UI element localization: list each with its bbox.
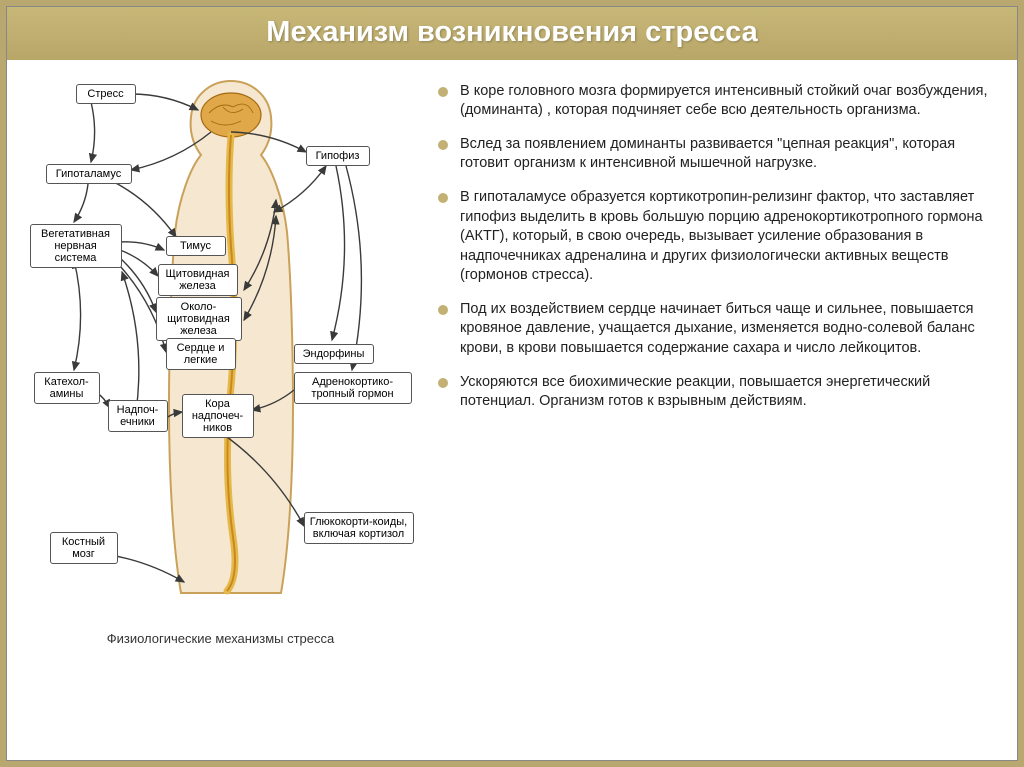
arrow-1 [91, 102, 95, 162]
bullet-dot [438, 87, 448, 97]
bullet-dot [438, 305, 448, 315]
node-adrenals: Надпоч-ечники [108, 400, 168, 432]
arrow-8 [120, 242, 164, 250]
bullet-item: Ускоряются все биохимические реакции, по… [438, 373, 999, 412]
node-hypothalamus: Гипоталамус [46, 164, 132, 184]
diagram: Стресс Гипоталамус Гипофиз Вегетативная нер… [16, 72, 426, 627]
arrow-17 [220, 432, 304, 526]
arrow-13 [346, 166, 361, 370]
arrow-4 [74, 184, 88, 222]
bullet-dot [438, 378, 448, 388]
bullet-item: В коре головного мозга формируется интен… [438, 82, 999, 121]
arrow-3 [231, 132, 306, 152]
arrow-5 [114, 182, 176, 237]
bullet-text: В гипоталамусе образуется кортикотропин-… [460, 188, 999, 286]
brain-detail [209, 104, 253, 125]
page-title: Механизм возникновения стресса [15, 15, 1009, 50]
arrow-20 [244, 200, 276, 290]
brain-shape [201, 93, 261, 137]
content-area: Стресс Гипоталамус Гипофиз Вегетативная нер… [7, 60, 1017, 760]
arrow-12 [332, 166, 345, 340]
arrow-15 [166, 412, 182, 418]
bullet-dot [438, 140, 448, 150]
node-stress: Стресс [76, 84, 136, 104]
bullet-text: В коре головного мозга формируется интен… [460, 82, 999, 121]
bullet-dot [438, 193, 448, 203]
node-pituitary: Гипофиз [306, 146, 370, 166]
diagram-column: Стресс Гипоталамус Гипофиз Вегетативная нер… [13, 72, 428, 748]
node-thymus: Тимус [166, 236, 226, 256]
node-parathyroid: Около-щитовидная железа [156, 297, 242, 341]
node-acth: Адренокортико-тропный гормон [294, 372, 412, 404]
node-vegetative: Вегетативная нервная система [30, 224, 122, 268]
arrow-6 [274, 166, 326, 212]
arrow-9 [120, 250, 158, 276]
node-catechol: Катехол-амины [34, 372, 100, 404]
bullet-text: Ускоряются все биохимические реакции, по… [460, 373, 999, 412]
arrow-16 [252, 390, 294, 410]
arrow-21 [244, 216, 276, 320]
bullet-item: Вслед за появлением доминанты развиваетс… [438, 135, 999, 174]
arrow-2 [131, 132, 211, 170]
diagram-caption: Физиологические механизмы стресса [107, 631, 334, 646]
node-heartlungs: Сердце и легкие [166, 338, 236, 370]
node-thyroid: Щитовидная железа [158, 264, 238, 296]
bullet-text: Вслед за появлением доминанты развиваетс… [460, 135, 999, 174]
arrow-7 [74, 260, 81, 370]
bullet-item: Под их воздействием сердце начинает бить… [438, 300, 999, 359]
bullet-text: Под их воздействием сердце начинает бить… [460, 300, 999, 359]
arrow-0 [131, 94, 198, 110]
node-marrow: Костный мозг [50, 532, 118, 564]
text-column: В коре головного мозга формируется интен… [438, 72, 999, 748]
node-glucocort: Глюкокорти-коиды, включая кортизол [304, 512, 414, 544]
node-cortex: Кора надпочеч-ников [182, 394, 254, 438]
node-endorphins: Эндорфины [294, 344, 374, 364]
arrow-18 [122, 272, 139, 412]
bullet-item: В гипоталамусе образуется кортикотропин-… [438, 188, 999, 286]
bullet-list: В коре головного мозга формируется интен… [438, 72, 999, 412]
title-bar: Механизм возникновения стресса [7, 7, 1017, 60]
arrow-10 [120, 258, 156, 312]
